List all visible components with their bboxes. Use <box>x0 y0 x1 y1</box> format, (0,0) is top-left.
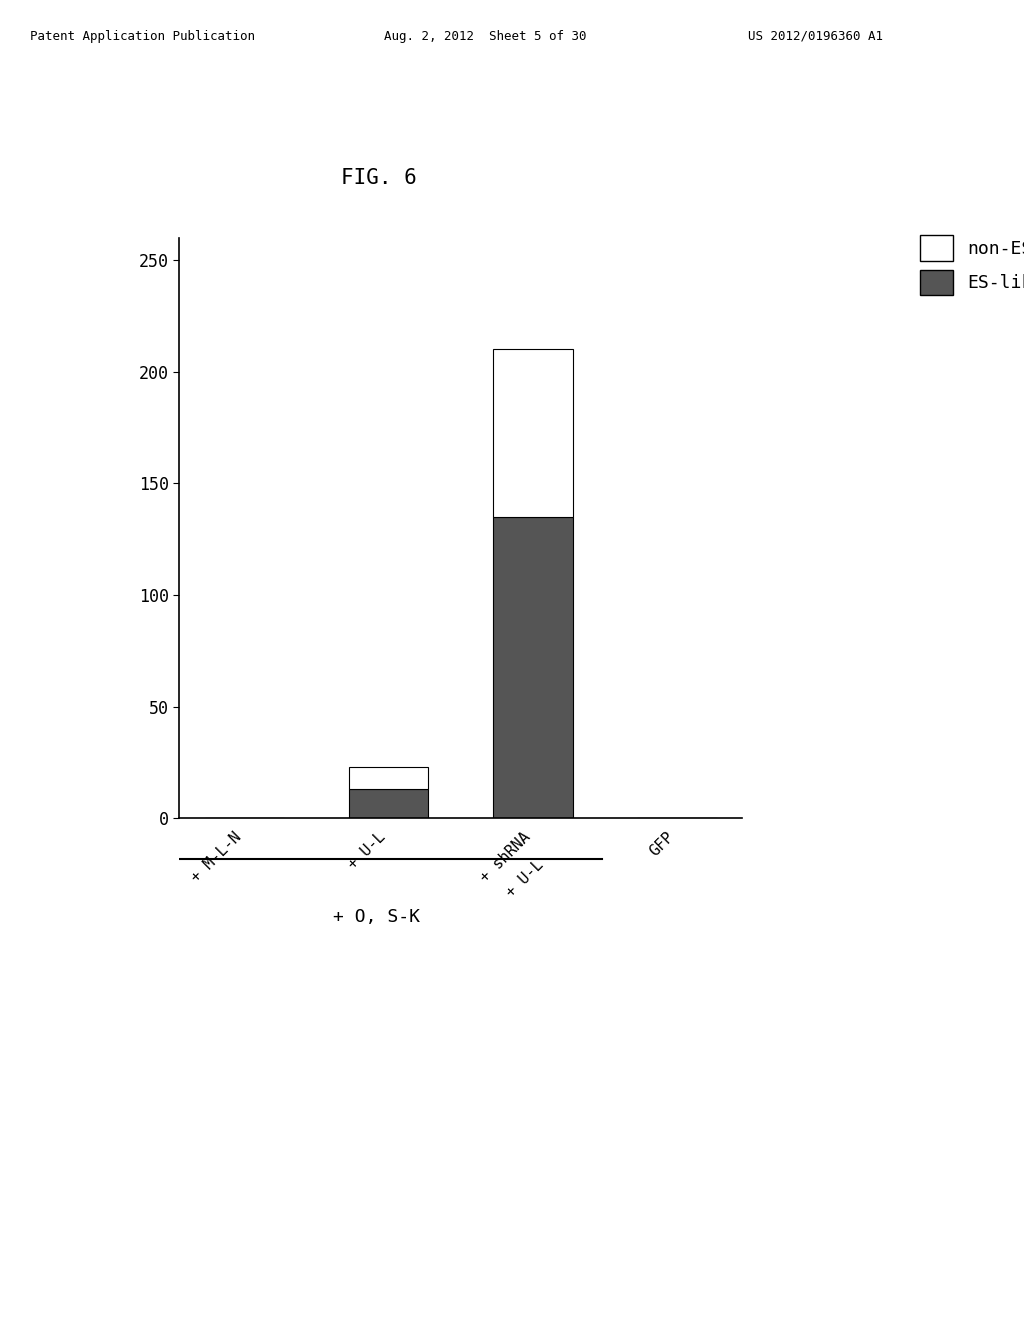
Text: + M-L-N: + M-L-N <box>188 829 245 886</box>
Text: + shRNA: + shRNA <box>477 829 532 886</box>
Text: Patent Application Publication: Patent Application Publication <box>31 30 255 42</box>
Bar <box>494 350 572 517</box>
Bar <box>494 517 572 818</box>
Text: GFP: GFP <box>647 829 677 859</box>
Bar <box>349 767 428 789</box>
Bar <box>349 789 428 818</box>
Text: FIG. 6: FIG. 6 <box>341 168 417 189</box>
Text: + O, S-K: + O, S-K <box>333 908 420 925</box>
Text: + U-L: + U-L <box>504 857 547 900</box>
Text: + U-L: + U-L <box>346 829 389 873</box>
Legend: non-ES, ES-like: non-ES, ES-like <box>920 235 1024 296</box>
Text: US 2012/0196360 A1: US 2012/0196360 A1 <box>748 30 883 42</box>
Text: Aug. 2, 2012  Sheet 5 of 30: Aug. 2, 2012 Sheet 5 of 30 <box>384 30 587 42</box>
